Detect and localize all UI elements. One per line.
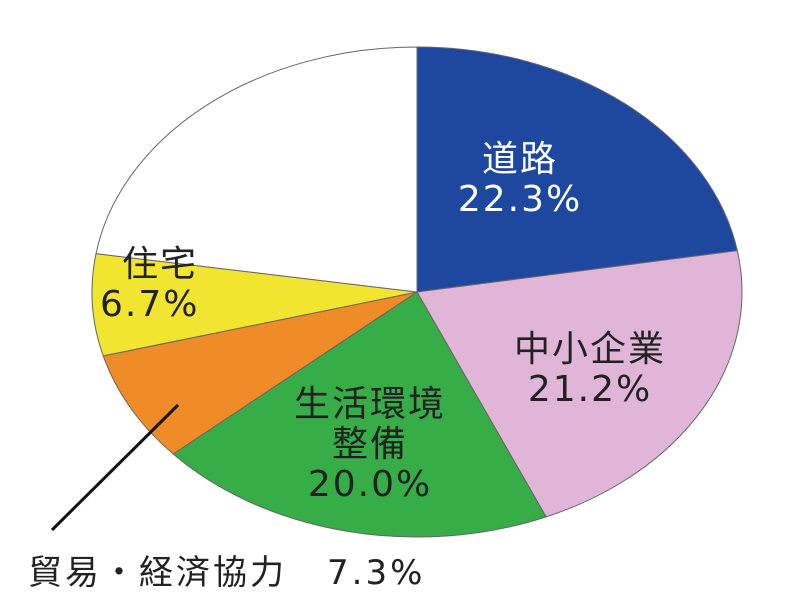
pie-slice-0 [416, 46, 738, 293]
label-sme: 中小企業 21.2% [490, 330, 690, 410]
label-living: 生活環境 整備 20.0% [270, 385, 470, 505]
label-trade-name: 貿易・経済協力 [28, 553, 287, 593]
label-trade: 貿易・経済協力 7.3% [28, 545, 425, 594]
label-sme-name: 中小企業 [513, 329, 666, 370]
label-sme-value: 21.2% [527, 369, 653, 410]
label-living-value: 20.0% [307, 464, 433, 505]
pie-slice-1 [416, 250, 743, 518]
label-living-name-2: 整備 [331, 424, 408, 465]
pie-slice-5 [95, 46, 418, 293]
pie-slice-2 [172, 291, 547, 538]
label-road-value: 22.3% [457, 179, 583, 220]
label-trade-value: 7.3% [327, 553, 426, 593]
label-housing: 住宅 6.7% [100, 245, 240, 325]
label-living-name-1: 生活環境 [293, 384, 446, 425]
label-housing-name: 住宅 [122, 244, 199, 285]
leader-line-trade [50, 403, 180, 532]
label-housing-value: 6.7% [100, 284, 200, 325]
pie-slice-3 [102, 291, 418, 455]
label-road-name: 道路 [481, 139, 558, 180]
pie-slice-4 [91, 253, 418, 357]
label-road: 道路 22.3% [455, 140, 585, 220]
